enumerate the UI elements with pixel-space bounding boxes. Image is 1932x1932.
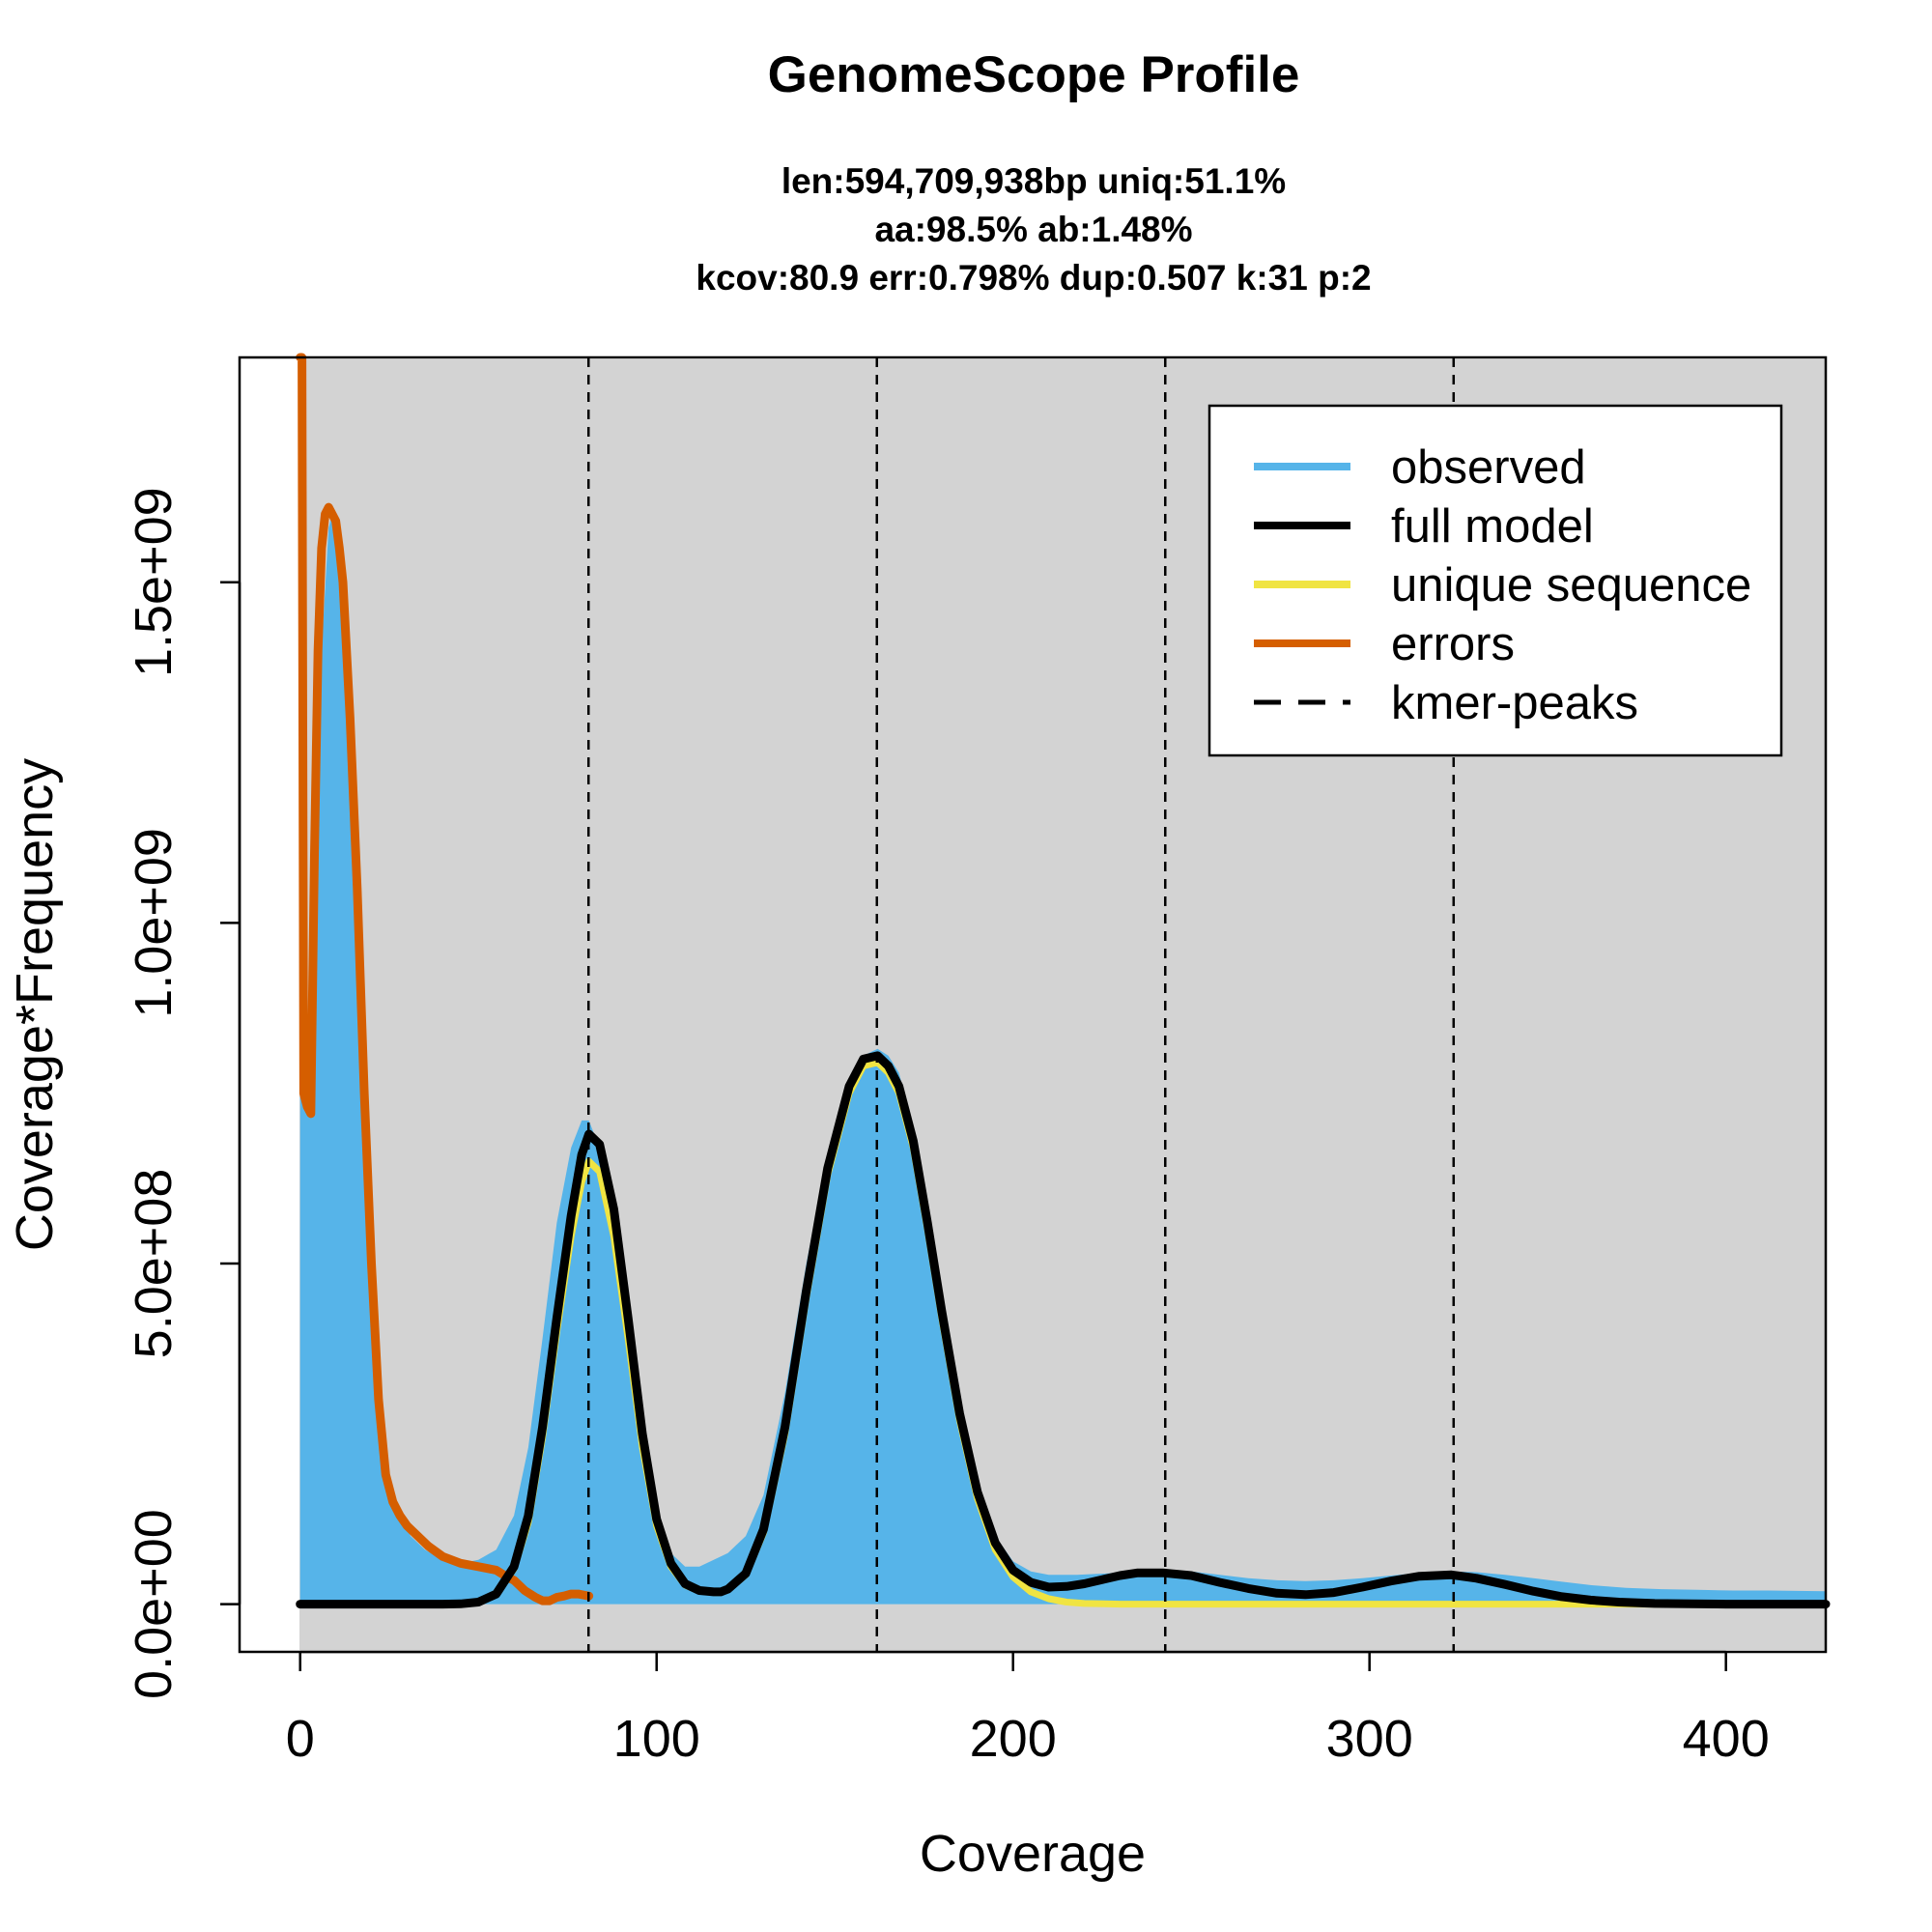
plot-region-white (240, 355, 299, 1650)
x-tick-label-100: 100 (613, 1710, 700, 1768)
y-axis-label: Coverage*Frequency (6, 758, 64, 1251)
legend-label-full-model: full model (1391, 500, 1594, 553)
y-tick-label-3: 1.5e+09 (125, 487, 183, 677)
series-full-model-line (296, 1051, 1831, 1609)
y-axis: 0.0e+00 5.0e+08 1.0e+09 1.5e+09 (125, 487, 242, 1699)
x-tick-label-300: 300 (1326, 1710, 1413, 1768)
legend-label-errors: errors (1391, 618, 1515, 670)
x-tick-label-400: 400 (1683, 1710, 1770, 1768)
x-axis: 0 100 200 300 400 (286, 1650, 1770, 1768)
x-axis-label: Coverage (920, 1825, 1146, 1883)
y-tick-label-0: 0.0e+00 (125, 1509, 183, 1699)
y-tick-label-2: 1.0e+09 (125, 828, 183, 1018)
x-tick-label-200: 200 (970, 1710, 1057, 1768)
chart-subtitle-line-2: aa:98.5% ab:1.48% (874, 210, 1192, 249)
y-tick-label-1: 5.0e+08 (125, 1169, 183, 1359)
legend-label-kmer-peaks: kmer-peaks (1391, 677, 1638, 729)
series-layer (296, 353, 1831, 1609)
series-errors-line (296, 353, 594, 1605)
chart-subtitle-line-3: kcov:80.9 err:0.798% dup:0.507 k:31 p:2 (696, 258, 1371, 298)
chart-title: GenomeScope Profile (768, 46, 1300, 103)
legend: observed full model unique sequence errors k… (1208, 404, 1783, 757)
legend-label-unique-sequence: unique sequence (1391, 559, 1751, 611)
legend-label-observed: observed (1391, 441, 1586, 494)
x-tick-label-0: 0 (286, 1710, 315, 1768)
chart-subtitle-line-1: len:594,709,938bp uniq:51.1% (781, 161, 1286, 201)
